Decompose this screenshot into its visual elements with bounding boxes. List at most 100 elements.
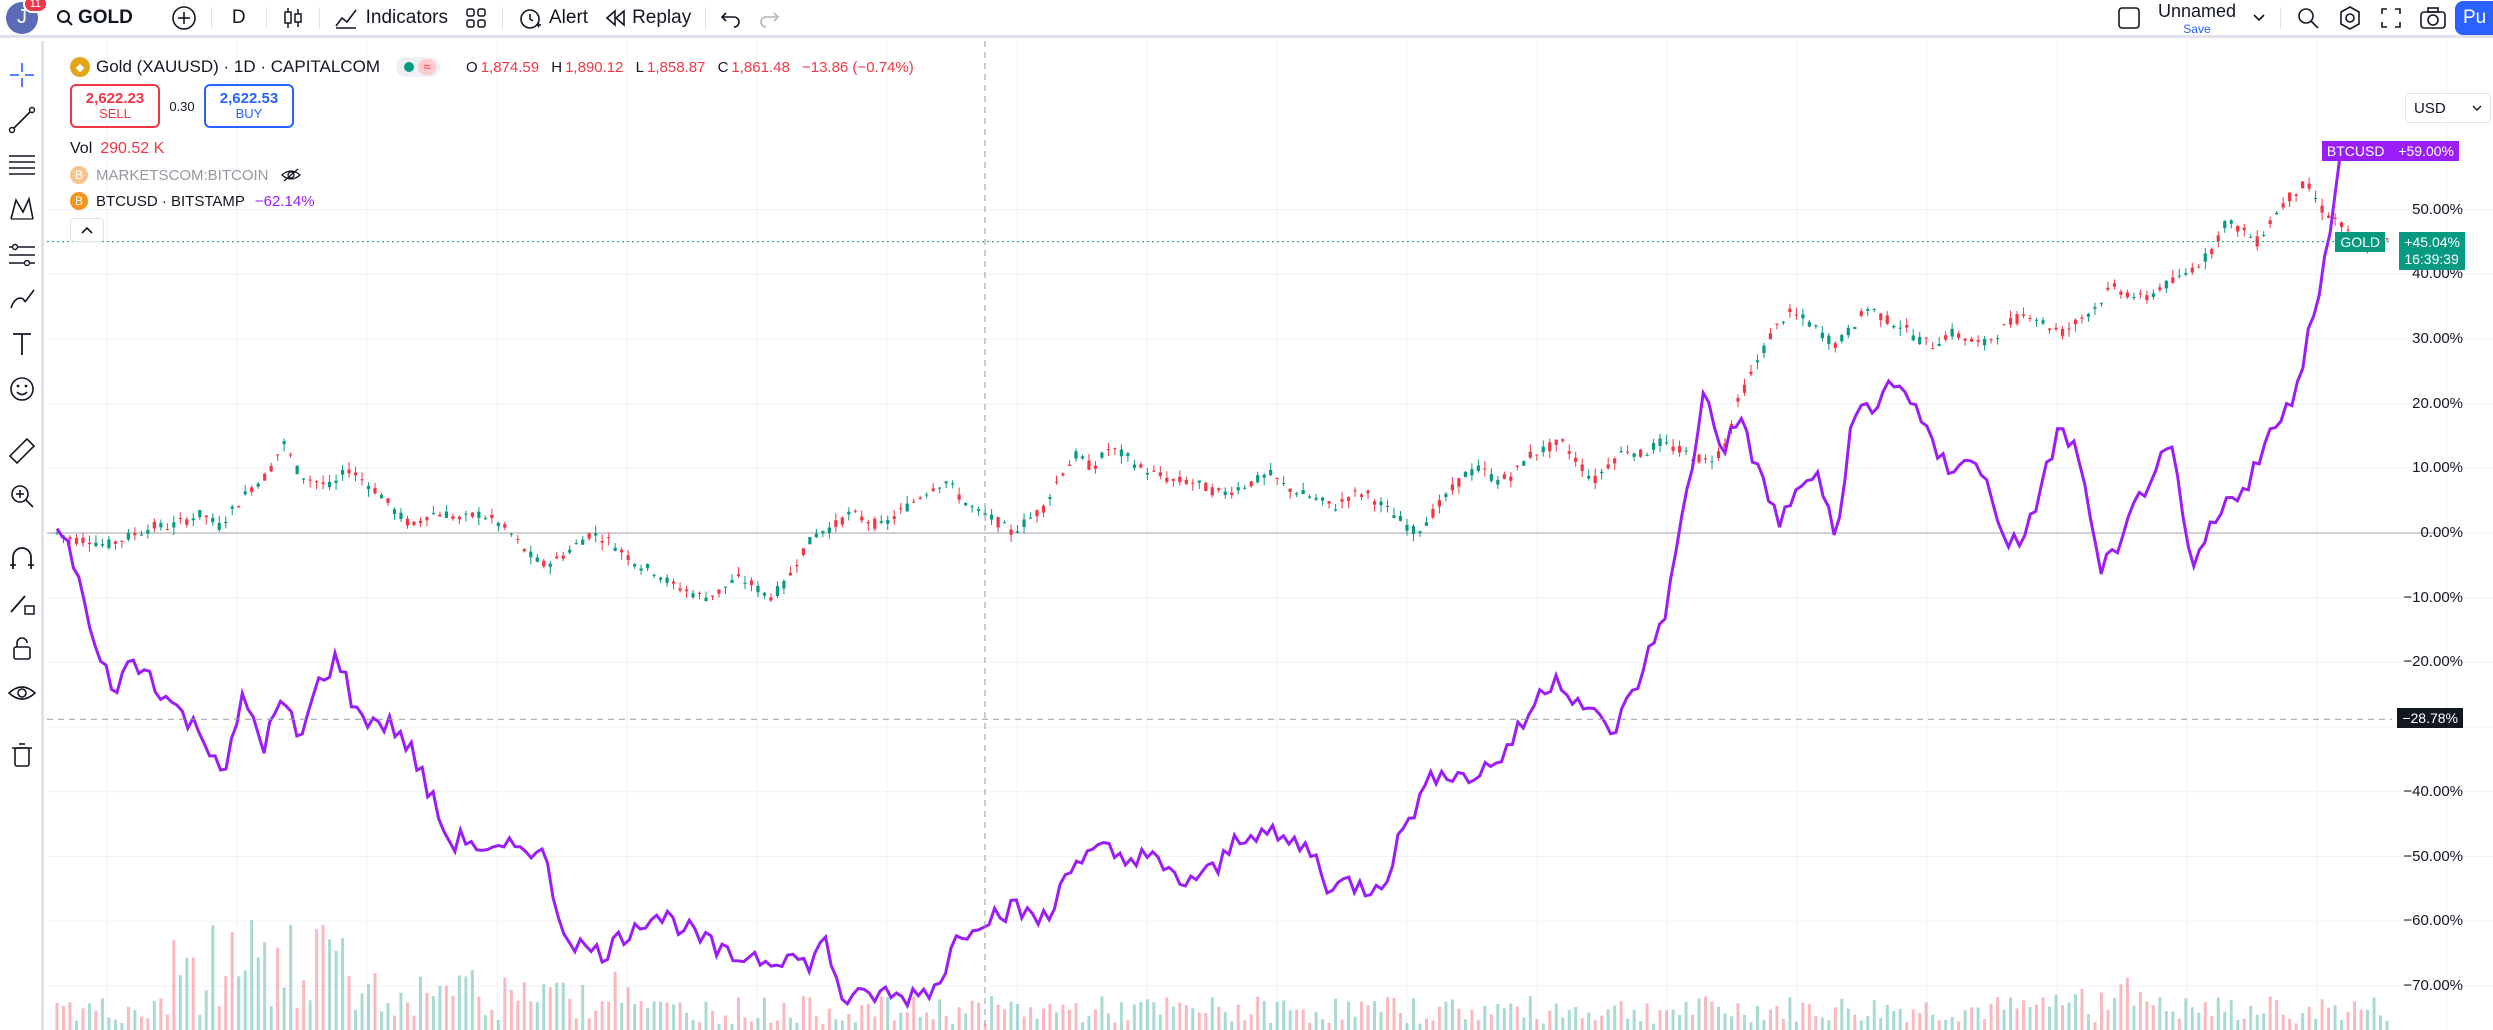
layout-menu-button[interactable] bbox=[2244, 1, 2274, 35]
chevron-down-icon bbox=[2253, 14, 2265, 22]
volume-bar bbox=[1944, 1020, 1948, 1030]
volume-bar bbox=[1729, 1016, 1733, 1030]
alert-label: Alert bbox=[549, 6, 589, 28]
quick-search-button[interactable] bbox=[2287, 1, 2329, 35]
magnet-tool[interactable] bbox=[4, 540, 40, 576]
text-tool[interactable] bbox=[4, 326, 40, 362]
hide-drawings-tool[interactable] bbox=[4, 675, 40, 711]
compare-legend-hidden[interactable]: B MARKETSCOM:BITCOIN bbox=[70, 162, 914, 188]
gold-candle bbox=[587, 533, 591, 539]
gold-candle bbox=[1359, 494, 1364, 497]
measure-tool[interactable] bbox=[4, 433, 40, 469]
templates-button[interactable] bbox=[456, 1, 496, 35]
market-status[interactable]: ≈ bbox=[396, 57, 441, 77]
volume-bar bbox=[2151, 1005, 2155, 1030]
volume-bar bbox=[1450, 999, 1454, 1030]
zoom-tool[interactable] bbox=[4, 478, 40, 514]
volume-bar bbox=[1009, 1001, 1013, 1030]
gold-candle bbox=[1950, 328, 1954, 337]
volume-bar bbox=[328, 939, 332, 1030]
settings-button[interactable] bbox=[2329, 1, 2371, 35]
compare-symbol-button[interactable] bbox=[163, 1, 205, 35]
symbol-search-button[interactable]: GOLD bbox=[48, 1, 141, 35]
gold-candle bbox=[568, 549, 572, 553]
chart-canvas[interactable] bbox=[47, 41, 2493, 1030]
sell-button[interactable]: 2,622.23 SELL bbox=[70, 84, 160, 128]
volume-bar bbox=[2002, 1009, 2006, 1030]
volume-bar bbox=[120, 1023, 124, 1030]
crosshair-price-label: −28.78% bbox=[2397, 708, 2463, 729]
multi-layout-button[interactable] bbox=[2108, 1, 2150, 35]
volume-bar bbox=[1275, 1001, 1279, 1030]
gold-candle bbox=[2275, 212, 2279, 215]
compare-legend-visible[interactable]: B BTCUSD · BITSTAMP −62.14% bbox=[70, 188, 914, 214]
volume-bar bbox=[1950, 1017, 1954, 1030]
indicators-button[interactable]: Indicators bbox=[326, 1, 456, 35]
remove-drawings-tool[interactable] bbox=[4, 737, 40, 773]
volume-bar bbox=[633, 1004, 637, 1030]
volume-legend[interactable]: Vol 290.52 K bbox=[70, 136, 914, 162]
redo-button[interactable] bbox=[750, 1, 788, 35]
interval-button[interactable]: D bbox=[218, 1, 260, 35]
volume-bar bbox=[840, 1020, 844, 1030]
ohlc-open: 1,874.59 bbox=[480, 58, 540, 76]
volume-bar bbox=[1022, 1016, 1026, 1030]
collapse-legend-button[interactable] bbox=[70, 218, 104, 242]
smiley-icon bbox=[10, 377, 34, 401]
volume-bar bbox=[1152, 1002, 1156, 1030]
gold-candle bbox=[2326, 215, 2331, 218]
gold-candle bbox=[1989, 339, 1993, 341]
pattern-tool[interactable] bbox=[4, 191, 40, 227]
volume-bar bbox=[2281, 1014, 2285, 1030]
gold-candle bbox=[1658, 438, 1662, 447]
gold-candle bbox=[1470, 469, 1474, 476]
snapshot-button[interactable] bbox=[2411, 1, 2455, 35]
gold-candle bbox=[704, 597, 708, 602]
undo-button[interactable] bbox=[712, 1, 750, 35]
redo-icon bbox=[760, 11, 780, 28]
replay-button[interactable]: Replay bbox=[596, 1, 699, 35]
volume-bar bbox=[444, 985, 448, 1030]
prediction-tool[interactable] bbox=[4, 236, 40, 272]
main-series-legend[interactable]: ◆ Gold (XAUUSD) · 1D · CAPITALCOM ≈ O 1,8… bbox=[70, 54, 914, 80]
brush-tool[interactable] bbox=[4, 281, 40, 317]
eye-off-icon[interactable] bbox=[280, 167, 301, 183]
layout-name-button[interactable]: Unnamed Save bbox=[2150, 2, 2244, 35]
buy-button[interactable]: 2,622.53 BUY bbox=[204, 84, 294, 128]
gold-candle bbox=[594, 533, 598, 536]
top-toolbar-right: Unnamed Save Pu bbox=[2108, 0, 2493, 36]
volume-bar bbox=[1814, 1015, 1818, 1030]
fullscreen-button[interactable] bbox=[2371, 1, 2411, 35]
gold-candle bbox=[1866, 309, 1870, 311]
volume-bar bbox=[1463, 1019, 1467, 1030]
volume-bar bbox=[1100, 996, 1104, 1030]
alert-button[interactable]: Alert bbox=[509, 1, 596, 35]
trend-line-tool[interactable] bbox=[4, 102, 40, 138]
volume-bar bbox=[1061, 1004, 1065, 1030]
lock-drawings-tool[interactable] bbox=[4, 585, 40, 621]
gold-candle bbox=[217, 522, 221, 530]
gold-candle bbox=[886, 519, 890, 524]
chart-pane[interactable]: 50.00% 40.00% 30.00% 20.00% 10.00% 0.00% −10.0… bbox=[47, 41, 2493, 1030]
currency-dropdown[interactable]: USD bbox=[2405, 93, 2491, 123]
crosshair-tool[interactable] bbox=[4, 57, 40, 93]
chart-type-button[interactable] bbox=[273, 1, 313, 35]
volume-bar bbox=[944, 1015, 948, 1030]
gold-candle bbox=[1703, 458, 1708, 460]
volume-bar bbox=[925, 1012, 929, 1030]
publish-button[interactable]: Pu bbox=[2455, 1, 2493, 35]
gold-candle bbox=[762, 592, 767, 596]
lock-all-tool[interactable] bbox=[4, 630, 40, 666]
gold-candle bbox=[2028, 317, 2032, 319]
gold-candle bbox=[1424, 522, 1429, 526]
emoji-tool[interactable] bbox=[4, 371, 40, 407]
gold-candle bbox=[652, 574, 656, 576]
volume-bar bbox=[1645, 1003, 1649, 1030]
user-avatar[interactable]: J 11 bbox=[6, 0, 48, 34]
volume-bar bbox=[1742, 1014, 1746, 1030]
bitcoin-icon: B bbox=[70, 192, 88, 210]
volume-bar bbox=[1106, 1013, 1110, 1030]
compare-visible-change: −62.14% bbox=[254, 192, 315, 210]
volume-bar bbox=[1833, 1007, 1837, 1030]
horizontal-lines-tool[interactable] bbox=[4, 146, 40, 182]
